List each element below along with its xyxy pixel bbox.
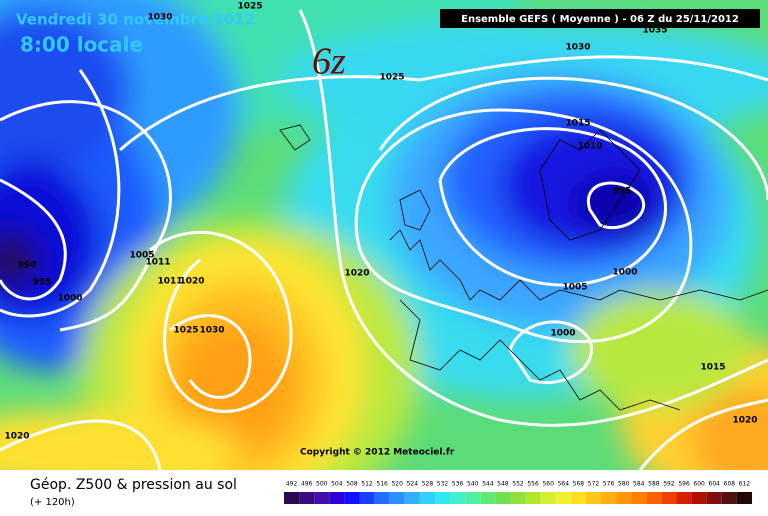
scale-swatch: [419, 492, 435, 504]
scale-swatch: [299, 492, 315, 504]
scale-swatch: [540, 492, 556, 504]
scale-label: 596: [678, 481, 690, 488]
isobar-label: 1010: [577, 142, 602, 152]
scale-label: 592: [663, 481, 675, 488]
isobar-label: 1025: [379, 73, 404, 83]
isobar-label: 1030: [147, 13, 172, 23]
isobar-label: 1011: [145, 258, 170, 268]
scale-label: 508: [346, 481, 358, 488]
scale-swatch: [374, 492, 390, 504]
run-info: Ensemble GEFS ( Moyenne ) - 06 Z du 25/1…: [461, 14, 739, 25]
isobar-label: 1025: [173, 326, 198, 336]
isobar-label: 1020: [179, 277, 204, 287]
scale-swatch: [555, 492, 571, 504]
scale-swatch: [510, 492, 526, 504]
local-time: 8:00 locale: [20, 33, 143, 57]
scale-label: 552: [512, 481, 524, 488]
scale-swatch: [284, 492, 300, 504]
scale-swatch: [314, 492, 330, 504]
scale-label: 564: [558, 481, 570, 488]
scale-swatch: [616, 492, 632, 504]
scale-swatch: [480, 492, 496, 504]
copyright: Copyright © 2012 Meteociel.fr: [300, 448, 455, 458]
isobar-label: 1011: [157, 277, 182, 287]
isobar-label: 1000: [612, 268, 637, 278]
scale-label: 572: [588, 481, 600, 488]
scale-label: 600: [693, 481, 705, 488]
scale-swatch: [359, 492, 375, 504]
scale-swatch: [721, 492, 737, 504]
isobar-label: 1035: [642, 26, 667, 36]
scale-label: 520: [391, 481, 403, 488]
scale-swatch: [601, 492, 617, 504]
scale-swatch: [389, 492, 405, 504]
scale-label: 536: [452, 481, 464, 488]
scale-swatch: [404, 492, 420, 504]
isobar-label: 1005: [562, 283, 587, 293]
scale-swatch: [676, 492, 692, 504]
scale-label: 496: [301, 481, 313, 488]
scale-label: 584: [633, 481, 645, 488]
coastlines: [279, 124, 768, 411]
scale-label: 528: [422, 481, 434, 488]
isobar-label: 1020: [4, 432, 29, 442]
run-box: [440, 9, 760, 28]
scale-swatch: [646, 492, 662, 504]
isobar-label: 1025: [237, 2, 262, 12]
scale-label: 548: [497, 481, 509, 488]
scale-label: 544: [482, 481, 494, 488]
scale-label: 604: [709, 481, 721, 488]
run-tag: 6z: [312, 41, 346, 83]
scale-label: 500: [316, 481, 328, 488]
scale-swatch: [434, 492, 451, 504]
footer-band: [0, 470, 768, 512]
isobar-label: 995: [613, 187, 632, 197]
scale-swatch: [631, 492, 647, 504]
scale-swatch: [570, 492, 586, 504]
scale-label: 556: [527, 481, 539, 488]
isobar-label: 1005: [129, 251, 154, 261]
scale-swatch: [661, 492, 677, 504]
scale-swatch: [736, 492, 752, 504]
isobar-label: 1030: [565, 43, 590, 53]
isobar-label: 1000: [550, 329, 575, 339]
scale-swatch: [525, 492, 541, 504]
scale-label: 576: [603, 481, 615, 488]
scale-label: 516: [376, 481, 388, 488]
date: Vendredi 30 novembre 2012: [16, 11, 255, 29]
isobar-label: 1030: [199, 326, 224, 336]
isobar-label: 1015: [565, 119, 590, 129]
isobar-label: 1020: [732, 416, 757, 426]
scale-label: 532: [437, 481, 449, 488]
footer-title: Géop. Z500 & pression au sol: [30, 477, 237, 493]
scale-label: 588: [648, 481, 660, 488]
isobar-label: 1000: [57, 294, 82, 304]
isobars: [0, 9, 768, 470]
scale-swatch: [465, 492, 481, 504]
scale-swatch: [585, 492, 602, 504]
scale-swatch: [450, 492, 466, 504]
scale-swatch: [329, 492, 345, 504]
isobar-label: 1020: [344, 269, 369, 279]
scale-label: 504: [331, 481, 343, 488]
scale-swatch: [706, 492, 722, 504]
scale-label: 492: [286, 481, 298, 488]
footer-lead: (+ 120h): [30, 497, 75, 508]
scale-label: 524: [407, 481, 419, 488]
isobar-label: 995: [33, 278, 52, 288]
scale-label: 568: [573, 481, 585, 488]
scale-label: 612: [739, 481, 751, 488]
scale-label: 560: [542, 481, 554, 488]
scale-label: 540: [467, 481, 479, 488]
isobar-label: 1015: [700, 363, 725, 373]
isobar-label: 990: [18, 261, 37, 271]
scale-label: 608: [724, 481, 736, 488]
scale-label: 580: [618, 481, 630, 488]
scale-swatch: [344, 492, 360, 504]
scale-swatch: [691, 492, 707, 504]
scale-swatch: [495, 492, 511, 504]
scale-label: 512: [361, 481, 373, 488]
